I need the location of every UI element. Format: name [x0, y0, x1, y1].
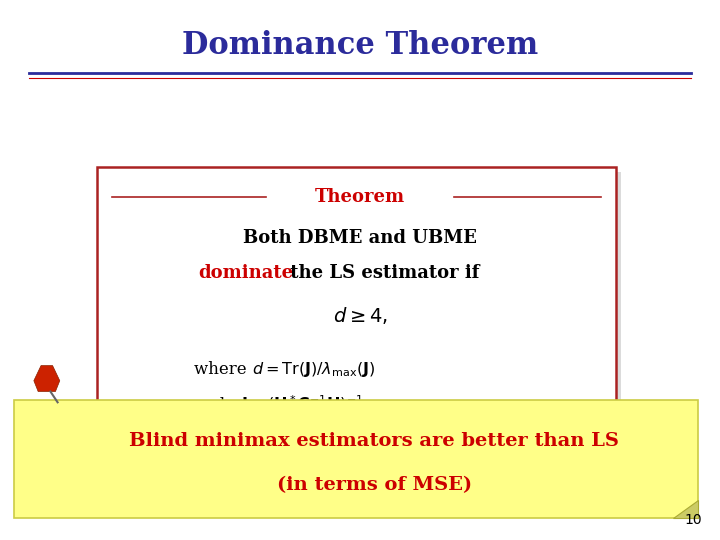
Text: and: and [194, 396, 236, 414]
FancyBboxPatch shape [14, 400, 698, 518]
FancyBboxPatch shape [97, 167, 616, 448]
Polygon shape [34, 366, 60, 392]
Text: 10: 10 [685, 512, 702, 526]
Text: $\mathbf{J} = (\mathbf{H}^*\mathbf{C}_{\mathbf{w}}^{-1}\mathbf{H})^{-1}.$: $\mathbf{J} = (\mathbf{H}^*\mathbf{C}_{\… [241, 394, 369, 416]
Text: Both DBME and UBME: Both DBME and UBME [243, 228, 477, 247]
Text: $d \geq 4,$: $d \geq 4,$ [333, 306, 387, 326]
Text: Blind minimax estimators are better than LS: Blind minimax estimators are better than… [130, 432, 619, 450]
Text: dominate: dominate [198, 264, 293, 282]
Polygon shape [673, 500, 698, 518]
Text: (in terms of MSE): (in terms of MSE) [276, 476, 472, 494]
Text: where: where [194, 361, 258, 379]
Text: Theorem: Theorem [315, 188, 405, 206]
Text: the LS estimator if: the LS estimator if [284, 264, 480, 282]
FancyBboxPatch shape [103, 172, 621, 453]
Text: Dominance Theorem: Dominance Theorem [182, 30, 538, 62]
Text: $d = \mathrm{Tr}(\mathbf{J})/\lambda_{\mathrm{max}}(\mathbf{J})$: $d = \mathrm{Tr}(\mathbf{J})/\lambda_{\m… [252, 360, 375, 380]
